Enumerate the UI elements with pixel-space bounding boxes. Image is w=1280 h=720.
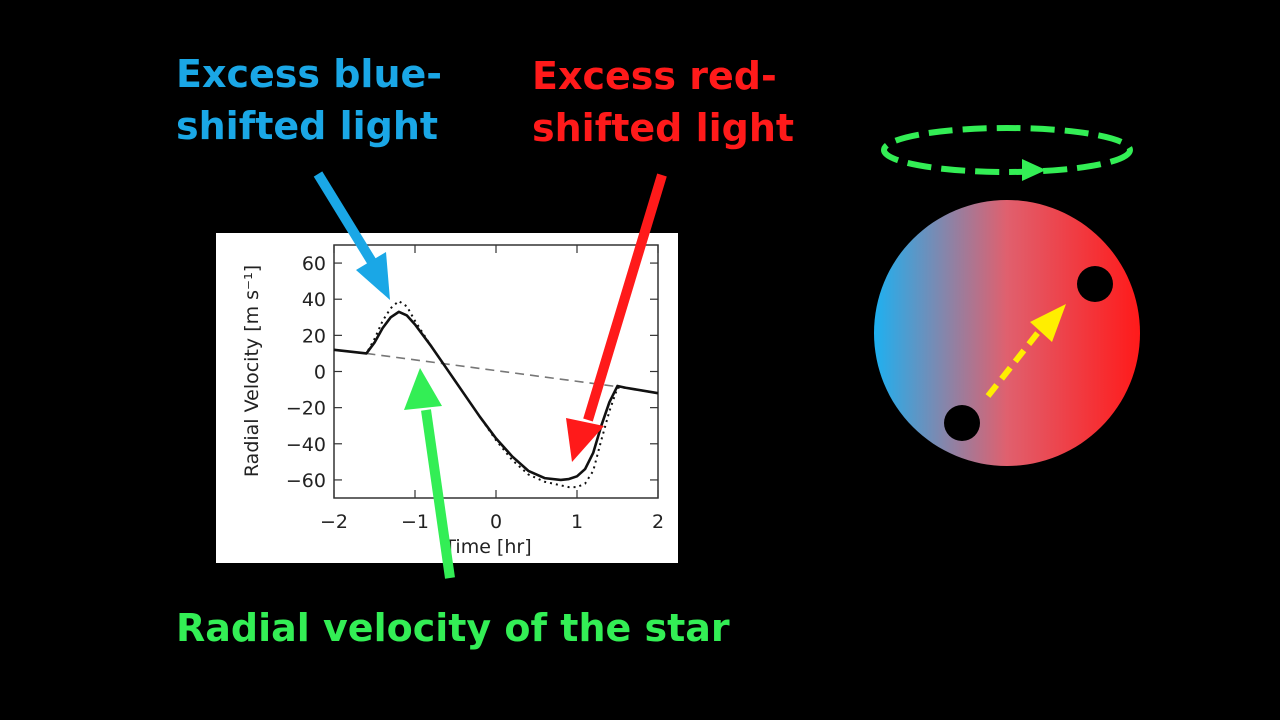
caption-blue-line-1: Excess blue- bbox=[176, 52, 443, 96]
red-arrow bbox=[566, 173, 667, 462]
y-tick-label: 20 bbox=[302, 325, 326, 347]
x-tick-label: 1 bbox=[571, 511, 583, 533]
x-tick-label: 0 bbox=[490, 511, 502, 533]
dashed-arrow-icon bbox=[985, 328, 1043, 398]
blue-arrow bbox=[313, 171, 390, 300]
y-tick-label: −60 bbox=[286, 470, 326, 492]
y-tick-label: −40 bbox=[286, 434, 326, 456]
y-tick-label: 40 bbox=[302, 289, 326, 311]
x-tick-label: 2 bbox=[652, 511, 664, 533]
green-arrow bbox=[404, 368, 455, 579]
caption-blue-shifted: Excess blue- shifted light bbox=[176, 48, 442, 152]
caption-radial-velocity: Radial velocity of the star bbox=[176, 606, 730, 650]
x-tick-label: −1 bbox=[401, 511, 429, 533]
series-dashed-line bbox=[366, 352, 626, 389]
caption-red-shifted: Excess red- shifted light bbox=[532, 50, 794, 154]
x-axis-title: Time [hr] bbox=[443, 536, 531, 558]
planet-end-dot bbox=[1077, 266, 1113, 302]
y-axis-title: Radial Velocity [m s⁻¹] bbox=[241, 265, 263, 477]
y-tick-label: 60 bbox=[302, 253, 326, 275]
caption-red-line-1: Excess red- bbox=[532, 54, 777, 98]
x-axis-ticks: −2 −1 0 1 2 bbox=[320, 245, 664, 533]
rv-chart-panel: 60 40 20 0 −20 −40 −60 −2 −1 0 1 2 Time [hr] Radia… bbox=[216, 233, 678, 563]
planet-start-dot bbox=[944, 405, 980, 441]
rotating-star-disk-icon bbox=[874, 200, 1140, 466]
series-dotted-line bbox=[333, 300, 659, 489]
y-axis-ticks: 60 40 20 0 −20 −40 −60 bbox=[286, 253, 658, 492]
dashed-ellipse-arrow-icon bbox=[881, 125, 1133, 181]
caption-red-line-2: shifted light bbox=[532, 106, 795, 150]
y-tick-label: −20 bbox=[286, 398, 326, 420]
x-tick-label: −2 bbox=[320, 511, 348, 533]
y-tick-label: 0 bbox=[314, 362, 326, 384]
caption-blue-line-2: shifted light bbox=[176, 104, 439, 148]
